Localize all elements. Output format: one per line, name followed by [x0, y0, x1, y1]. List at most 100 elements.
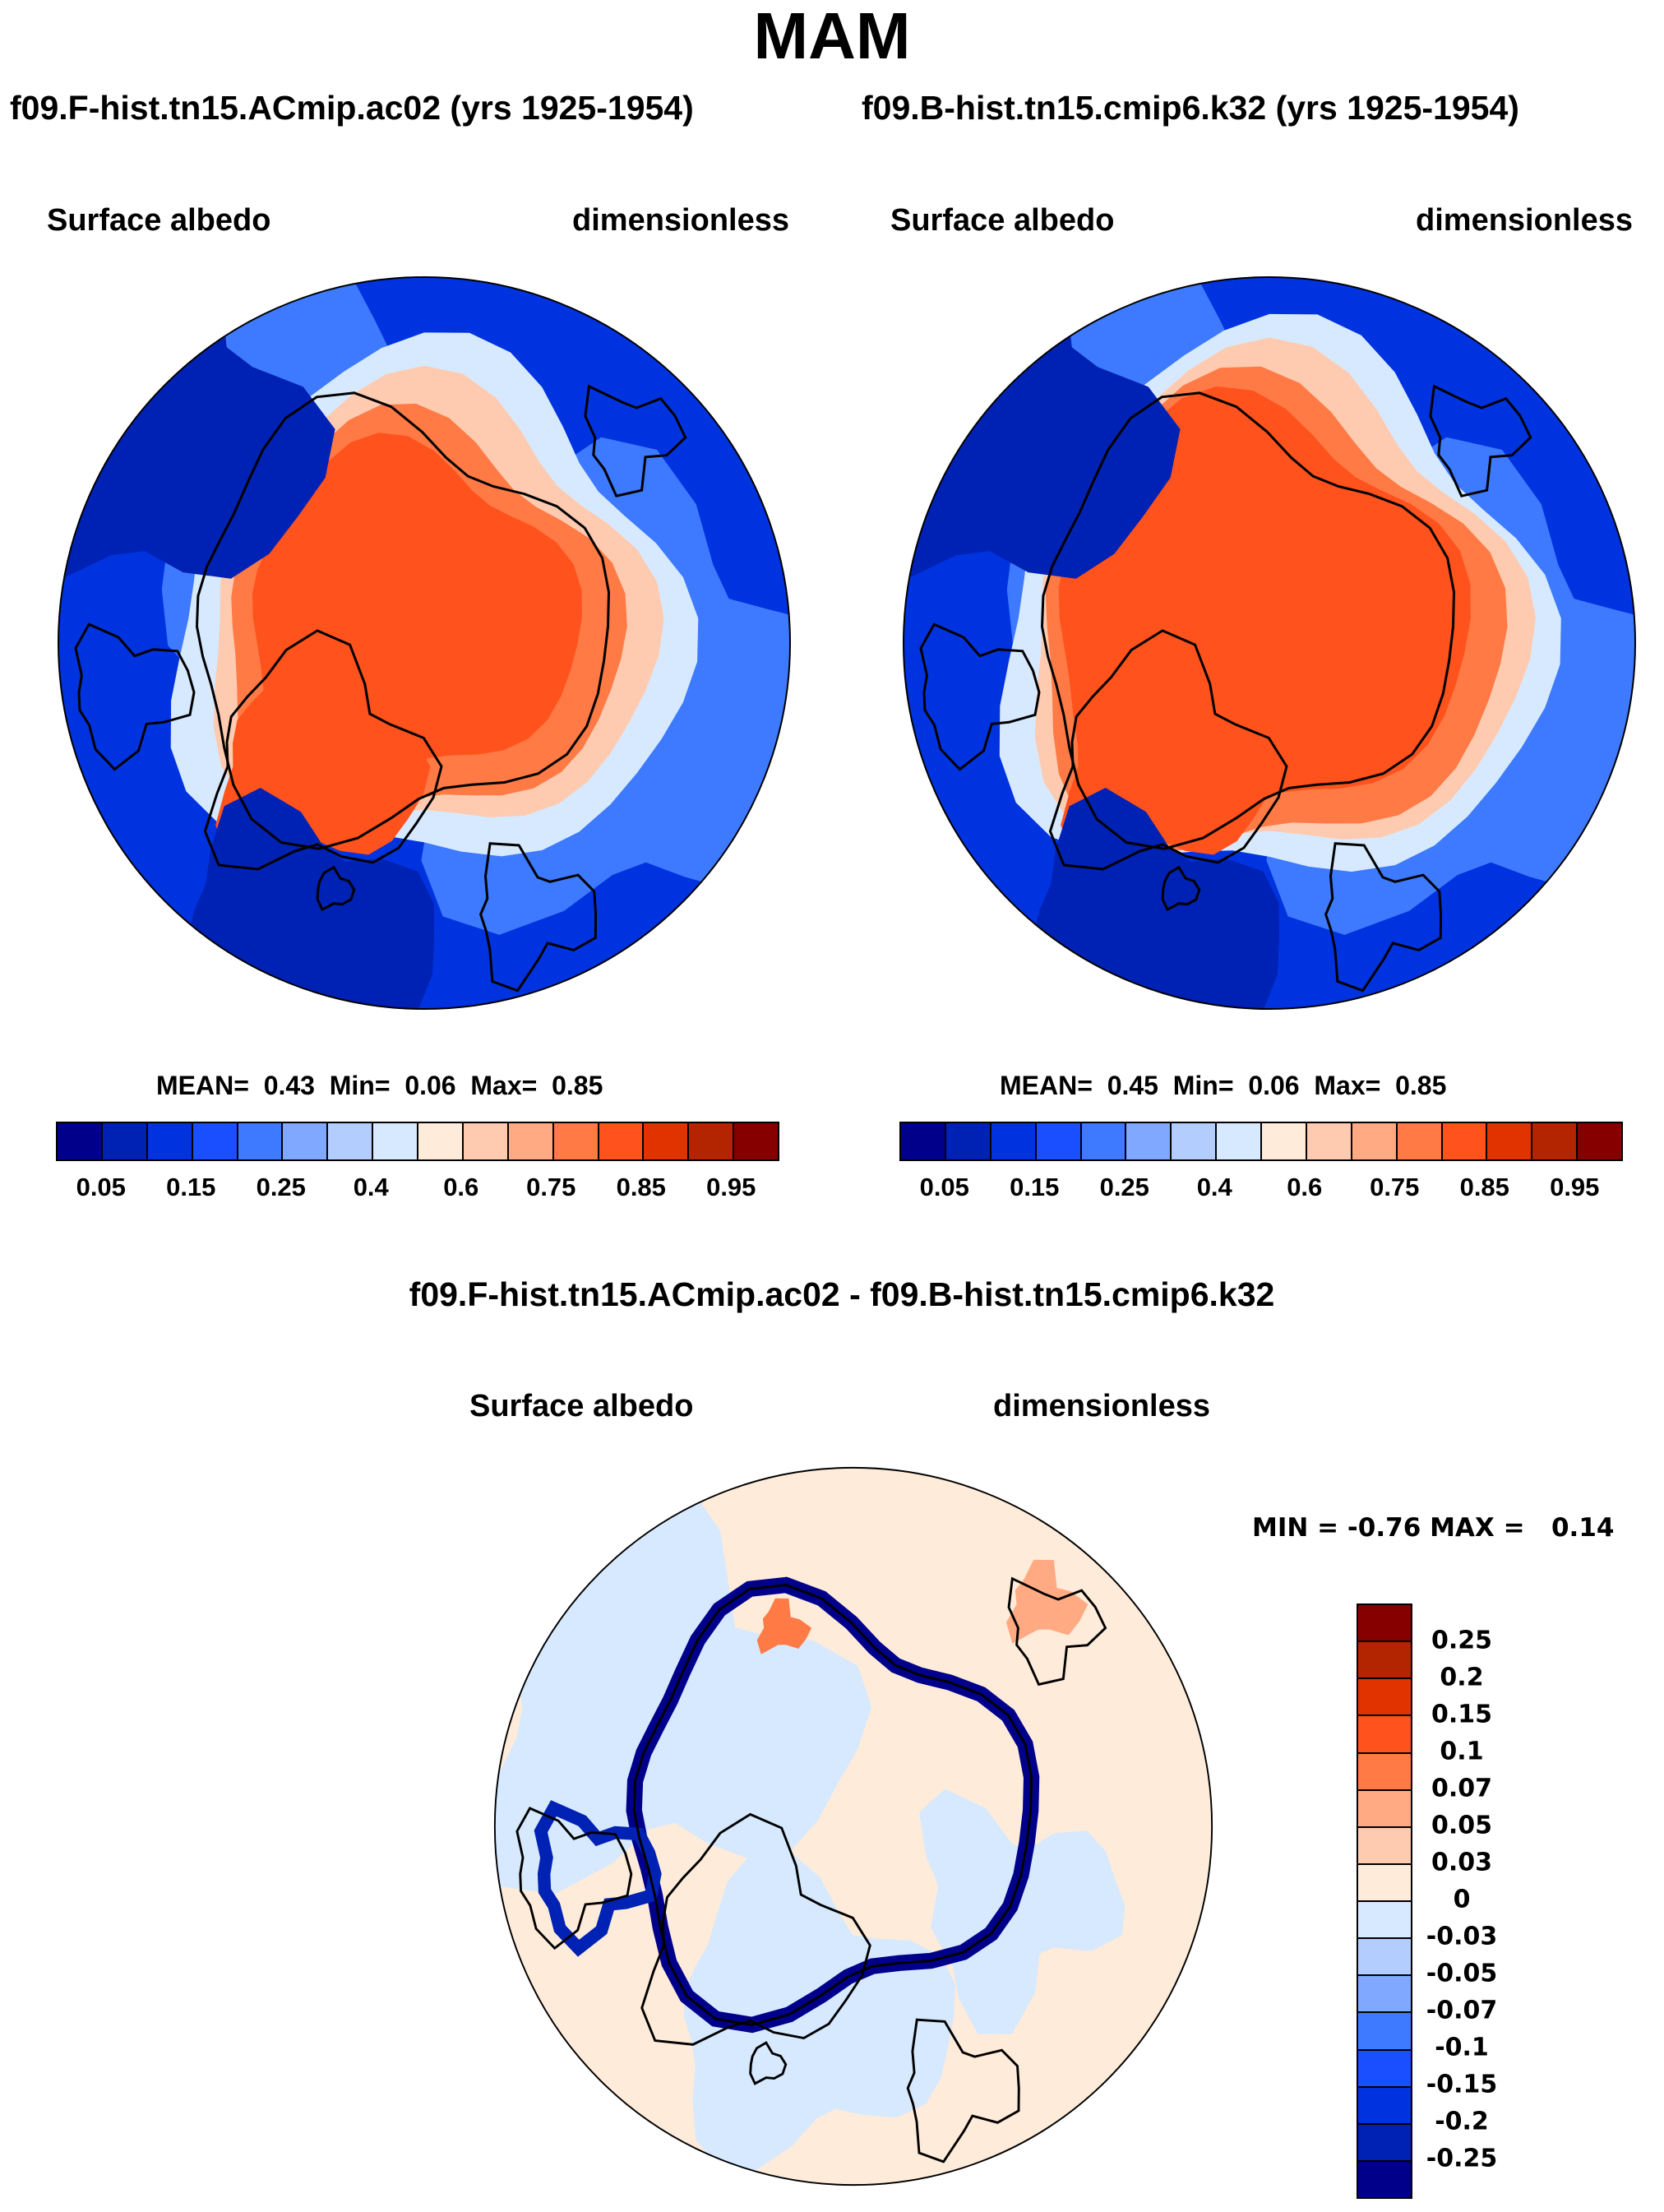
colorbar-tick-label: 0.85: [616, 1173, 666, 1201]
map-difference: [493, 1466, 1213, 2187]
colorbar-box: [1306, 1123, 1352, 1159]
field: [904, 277, 1635, 1009]
field-contour: [919, 1789, 1126, 2034]
colorbar-box: [58, 1123, 103, 1159]
map-panel1: [58, 276, 791, 1010]
colorbar-panel2: [899, 1122, 1623, 1161]
panel1-variable: Surface albedo: [47, 203, 271, 238]
field: [494, 1467, 1213, 2186]
colorbar-box: [1358, 1902, 1411, 1940]
map-boundary: [58, 276, 791, 1010]
map-panel2: [903, 276, 1636, 1010]
colorbar-box: [1262, 1123, 1307, 1159]
colorbar-box: [1358, 1864, 1411, 1902]
coastline: [640, 1812, 871, 2046]
colorbar-box: [1352, 1123, 1398, 1159]
colorbar-box: [1487, 1123, 1533, 1159]
field-contour: [684, 1850, 956, 2171]
colorbar-box: [1217, 1123, 1262, 1159]
colorbar-box: [1358, 1976, 1411, 2014]
colorbar-tick-label: 0.25: [1431, 1626, 1493, 1655]
coastline: [195, 391, 611, 850]
coastline: [1040, 391, 1456, 850]
map-boundary: [493, 1466, 1213, 2187]
coastline: [1429, 384, 1532, 497]
colorbar-box: [553, 1123, 599, 1159]
colorbar-box: [1358, 1716, 1411, 1754]
colorbar-box: [192, 1123, 238, 1159]
colorbar-box: [1172, 1123, 1218, 1159]
panel2-units: dimensionless: [1416, 203, 1633, 238]
coastline: [749, 2041, 788, 2085]
colorbar-tick-label: 0.05: [76, 1173, 126, 1201]
colorbar-tick-label: 0.05: [1431, 1811, 1493, 1840]
colorbar-tick-label: 0.15: [166, 1173, 216, 1201]
colorbar-box: [1358, 1753, 1411, 1791]
coastline: [478, 842, 598, 993]
colorbar-tick-label: 0.03: [1431, 1848, 1493, 1877]
panel2-variable: Surface albedo: [890, 203, 1115, 238]
colorbar-box: [991, 1123, 1037, 1159]
colorbar-panel1: [56, 1122, 779, 1161]
colorbar-box: [1358, 1827, 1411, 1865]
field: [58, 277, 790, 1009]
colorbar-box: [147, 1123, 193, 1159]
colorbar-box: [599, 1123, 645, 1159]
diff-title: f09.F-hist.tn15.ACmip.ac02 - f09.B-hist.…: [409, 1275, 1275, 1313]
colorbar-tick-label: -0.03: [1426, 1922, 1498, 1951]
colorbar-tick-label: 0.95: [1550, 1173, 1600, 1201]
colorbar-difference: [1357, 1603, 1412, 2199]
colorbar-tick-label: -0.2: [1435, 2107, 1489, 2136]
diff-units: dimensionless: [993, 1389, 1210, 1423]
colorbar-tick-label: 0.25: [256, 1173, 306, 1201]
colorbar-box: [1358, 2050, 1411, 2088]
colorbar-box: [1358, 1642, 1411, 1680]
colorbar-tick-label: 0.4: [1196, 1173, 1232, 1201]
colorbar-box: [1358, 2124, 1411, 2162]
coastline: [1048, 629, 1288, 871]
colorbar-box: [1358, 1939, 1411, 1977]
colorbar-box: [644, 1123, 690, 1159]
colorbar-box: [1358, 2161, 1411, 2197]
field-contour: [756, 1598, 812, 1654]
colorbar-tick-label: 0.2: [1440, 1663, 1484, 1692]
coastline: [515, 1807, 633, 1951]
panel1-title: f09.F-hist.tn15.ACmip.ac02 (yrs 1925-195…: [10, 89, 694, 127]
colorbar-box: [1358, 1679, 1411, 1717]
colorbar-box: [1358, 1605, 1411, 1643]
diff-stats: MIN = -0.76 MAX = 0.14: [1252, 1513, 1615, 1543]
colorbar-tick-label: -0.05: [1426, 1959, 1498, 1988]
colorbar-box: [1442, 1123, 1488, 1159]
coastline: [203, 629, 443, 871]
colorbar-box: [1126, 1123, 1172, 1159]
colorbar-box: [508, 1123, 554, 1159]
coastline: [632, 1583, 1033, 2026]
colorbar-box: [102, 1123, 148, 1159]
coastline: [1007, 1576, 1107, 1687]
colorbar-tick-label: 0.1: [1440, 1737, 1484, 1766]
colorbar-tick-label: 0.75: [1370, 1173, 1420, 1201]
colorbar-box: [689, 1123, 735, 1159]
colorbar-tick-label: 0: [1453, 1885, 1471, 1914]
colorbar-box: [1397, 1123, 1443, 1159]
colorbar-tick-label: -0.07: [1426, 1996, 1498, 2025]
coastline: [584, 384, 687, 497]
colorbar-box: [418, 1123, 464, 1159]
colorbar-box: [1081, 1123, 1127, 1159]
colorbar-box: [1578, 1123, 1621, 1159]
figure-title: MAM: [753, 0, 911, 72]
field-contour: [1005, 1559, 1089, 1644]
panel2-title: f09.B-hist.tn15.cmip6.k32 (yrs 1925-1954…: [862, 89, 1519, 127]
panel2-stats: MEAN= 0.45 Min= 0.06 Max= 0.85: [1000, 1071, 1447, 1100]
colorbar-box: [734, 1123, 778, 1159]
colorbar-tick-label: -0.1: [1435, 2033, 1489, 2062]
colorbar-box: [1358, 1790, 1411, 1828]
colorbar-box: [1532, 1123, 1578, 1159]
colorbar-tick-label: 0.85: [1459, 1173, 1509, 1201]
coastline: [1324, 842, 1443, 993]
colorbar-tick-label: -0.25: [1426, 2144, 1498, 2173]
colorbar-box: [328, 1123, 374, 1159]
colorbar-tick-label: 0.6: [443, 1173, 479, 1201]
colorbar-box: [945, 1123, 991, 1159]
colorbar-tick-label: 0.6: [1287, 1173, 1323, 1201]
